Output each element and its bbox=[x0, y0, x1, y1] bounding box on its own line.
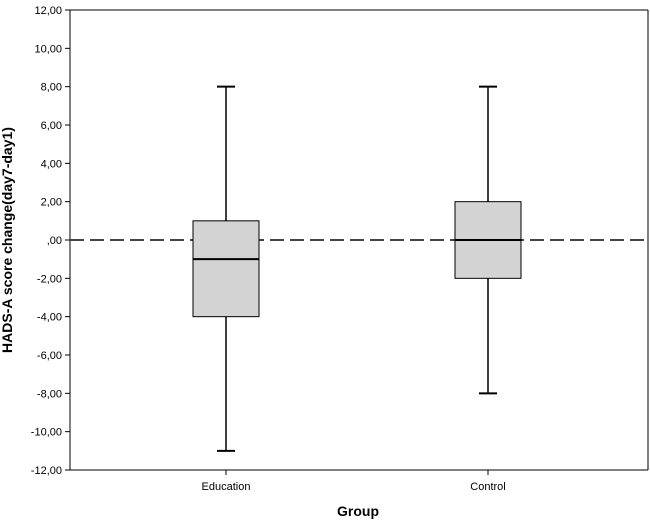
boxes-group bbox=[192, 85, 522, 452]
y-tick-label: 6,00 bbox=[41, 120, 62, 132]
x-axis-title: Group bbox=[337, 503, 379, 519]
y-axis-ticks: 12,00 10,00 8,00 6,00 4,00 2,00 ,00 -2,00 -4,00 -… bbox=[31, 5, 70, 477]
x-axis-labels: Education Control bbox=[202, 470, 506, 493]
x-tick-label: Control bbox=[470, 481, 505, 493]
y-tick-label: 4,00 bbox=[41, 158, 62, 170]
box-control bbox=[454, 85, 522, 395]
y-tick-label: 10,00 bbox=[34, 43, 62, 55]
x-tick-label: Education bbox=[202, 481, 251, 493]
box-education bbox=[192, 85, 260, 452]
y-tick-label: 2,00 bbox=[41, 197, 62, 209]
y-axis-title: HADS-A score change(day7-day1) bbox=[0, 127, 15, 353]
y-tick-label: -2,00 bbox=[37, 273, 62, 285]
y-tick-label: -4,00 bbox=[37, 312, 62, 324]
y-tick-label: -6,00 bbox=[37, 350, 62, 362]
y-tick-label: 12,00 bbox=[34, 5, 62, 17]
y-tick-label: -10,00 bbox=[31, 427, 62, 439]
iqr-box bbox=[192, 220, 260, 318]
y-tick-label: ,00 bbox=[47, 235, 62, 247]
y-tick-label: -12,00 bbox=[31, 465, 62, 477]
y-tick-label: -8,00 bbox=[37, 388, 62, 400]
y-tick-label: 8,00 bbox=[41, 82, 62, 94]
